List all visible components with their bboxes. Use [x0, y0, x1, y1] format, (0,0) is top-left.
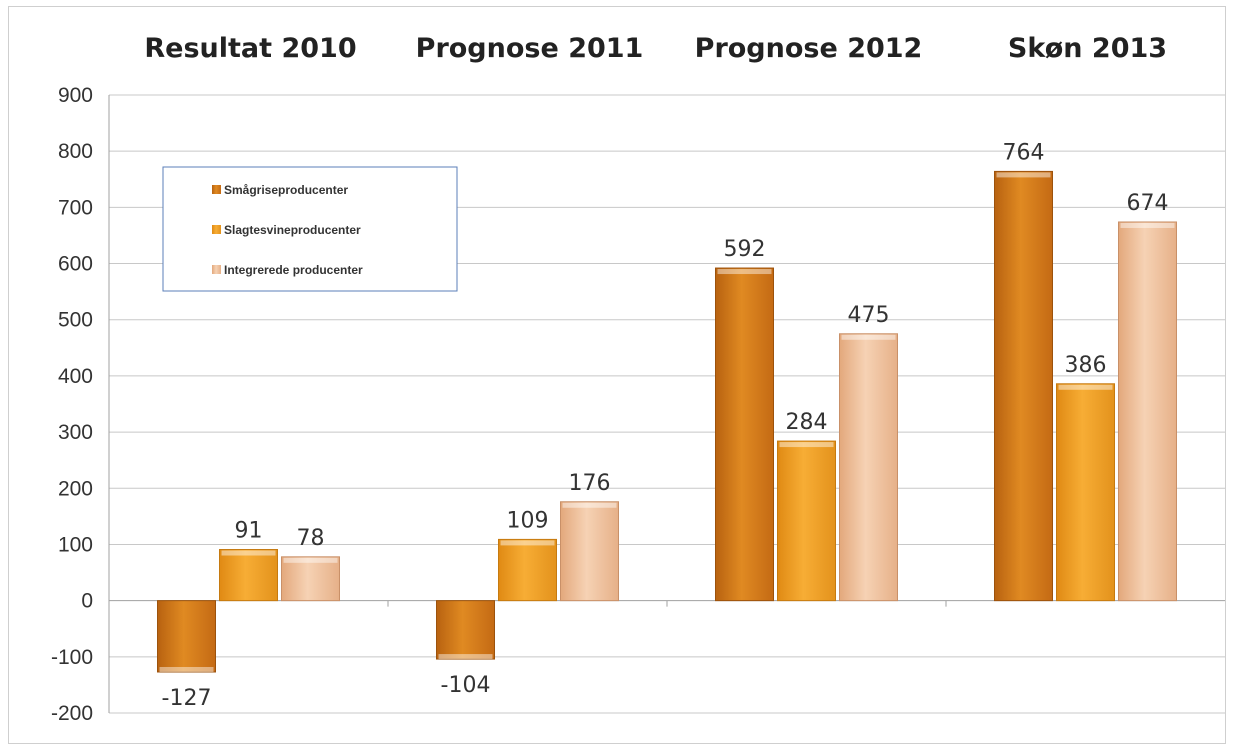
y-tick-label: -200 [51, 702, 93, 725]
bar-highlight [221, 550, 276, 556]
bar-chart: 900 800 700 600 500 400 300 200 100 0 -100 -200 -12… [51, 33, 1225, 725]
bar [560, 501, 619, 602]
bar [777, 440, 836, 602]
bar [1118, 221, 1177, 602]
data-label: 764 [1003, 140, 1045, 165]
bar-highlight [779, 442, 834, 448]
legend-label-integrerede: Integrerede producenter [224, 263, 363, 277]
bar-highlight [717, 269, 772, 275]
data-label: 674 [1127, 191, 1169, 216]
y-tick-label: 300 [58, 421, 93, 444]
legend-label-slagtesvine: Slagtesvineproducenter [224, 223, 361, 237]
legend-swatch-slagtesvine [212, 225, 221, 234]
bar [157, 600, 216, 673]
category-title: Prognose 2012 [695, 33, 923, 64]
y-tick-label: 500 [58, 309, 93, 332]
bar-highlight [1058, 384, 1113, 390]
bars [157, 170, 1177, 673]
data-label: 78 [297, 526, 325, 551]
data-label: 475 [848, 303, 890, 328]
chart-frame: 900 800 700 600 500 400 300 200 100 0 -100 -200 -12… [8, 6, 1226, 744]
data-label: -127 [162, 686, 212, 711]
bar [219, 549, 278, 602]
data-label: 109 [507, 508, 549, 533]
category-title: Resultat 2010 [144, 33, 356, 64]
bar-highlight [996, 172, 1051, 178]
y-tick-label: 100 [58, 533, 93, 556]
y-tick-label: 400 [58, 365, 93, 388]
bar [839, 333, 898, 602]
category-title: Prognose 2011 [416, 33, 644, 64]
data-label: 91 [235, 519, 263, 544]
y-tick-label: 600 [58, 253, 93, 276]
bar-highlight [500, 540, 555, 546]
bar [436, 600, 495, 660]
bar-highlight [1120, 222, 1175, 228]
legend-label-smagrise: Smågriseproducenter [224, 183, 348, 197]
bar [281, 556, 340, 602]
y-tick-label: 900 [58, 84, 93, 107]
bar [715, 267, 774, 602]
y-tick-label: 200 [58, 477, 93, 500]
bar-highlight [283, 557, 338, 563]
data-labels: -127 91 78 -104 109 176 592 284 475 764 386 674 [162, 140, 1169, 711]
legend: Smågriseproducenter Slagtesvineproducent… [162, 166, 458, 292]
category-title: Skøn 2013 [1008, 33, 1167, 64]
y-tick-label: 700 [58, 196, 93, 219]
y-tick-label: 0 [81, 590, 93, 613]
y-tick-label: 800 [58, 140, 93, 163]
y-axis: 900 800 700 600 500 400 300 200 100 0 -100 -200 [51, 84, 947, 725]
data-label: 176 [569, 471, 611, 496]
data-label: 284 [786, 410, 828, 435]
category-titles: Resultat 2010 Prognose 2011 Prognose 2012 S… [144, 33, 1167, 64]
data-label: 386 [1065, 353, 1107, 378]
legend-swatch-integrerede [212, 265, 221, 274]
bar [994, 170, 1053, 602]
y-tick-label: -100 [51, 646, 93, 669]
bar-highlight [841, 334, 896, 340]
data-label: 592 [724, 237, 766, 262]
bar-highlight [562, 502, 617, 508]
bar-highlight [159, 666, 214, 672]
bar [1056, 383, 1115, 602]
bar [498, 538, 557, 602]
legend-swatch-smagrise [212, 185, 221, 194]
data-label: -104 [441, 673, 491, 698]
bar-highlight [438, 654, 493, 660]
